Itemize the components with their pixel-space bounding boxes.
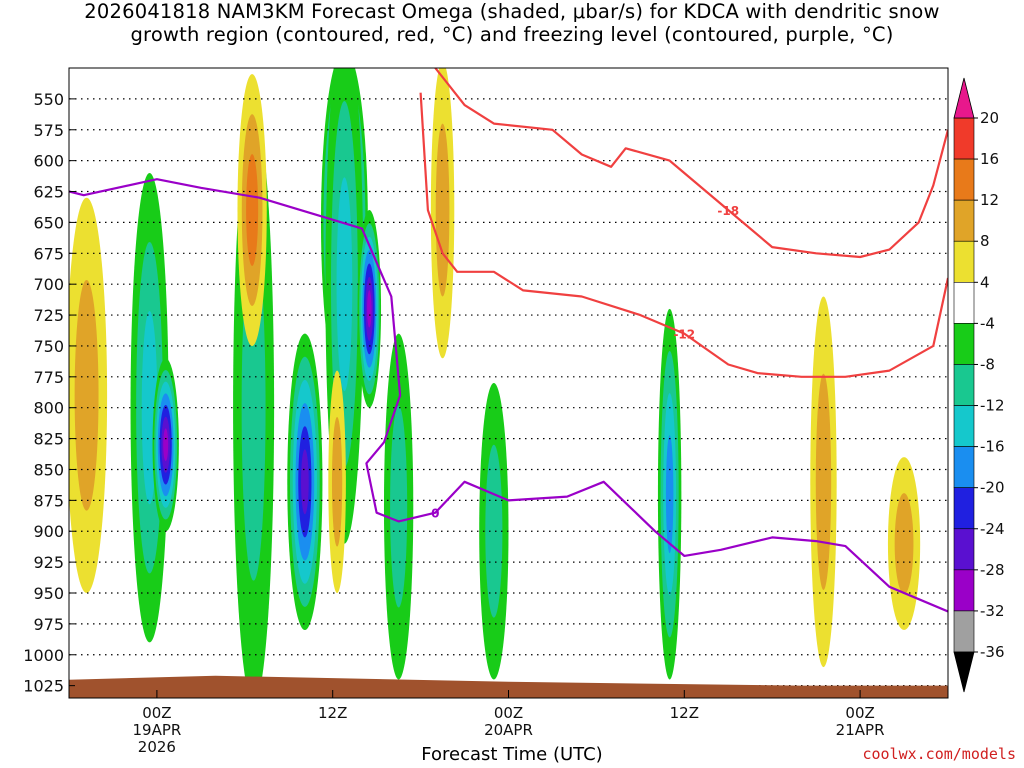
colorbar-label-5: -4 xyxy=(980,314,995,332)
colorbar-label-2: 12 xyxy=(980,191,999,209)
contour-label-dgz-minus12-lower: -12 xyxy=(673,328,695,342)
colorbar-bin-8 xyxy=(953,446,975,488)
y-tick-label-625: 625 xyxy=(33,183,64,202)
colorbar-label-8: -16 xyxy=(980,438,1005,456)
omega-shade-d7-5 xyxy=(301,449,309,515)
omega-shade-d3-6 xyxy=(163,428,169,462)
colorbar-bin-12 xyxy=(953,610,975,653)
colorbar-bin-5 xyxy=(953,323,975,365)
colorbar-bin-4 xyxy=(953,282,975,324)
colorbar-bin-6 xyxy=(953,364,975,406)
colorbar-bin-1 xyxy=(953,158,975,201)
x-axis-title: Forecast Time (UTC) xyxy=(421,744,603,765)
colorbar-bin-7 xyxy=(953,405,975,447)
colorbar-label-12: -32 xyxy=(980,602,1005,620)
omega-shade-d17-1 xyxy=(894,493,914,595)
colorbar-bin-0 xyxy=(953,117,975,160)
colorbar-bin-10 xyxy=(953,528,975,571)
y-tick-label-825: 825 xyxy=(33,430,64,449)
y-tick-label-800: 800 xyxy=(33,399,64,418)
omega-shade-d14-1 xyxy=(485,444,503,618)
x-tick-label-4-0: 00Z xyxy=(845,704,874,722)
y-tick-label-700: 700 xyxy=(33,275,64,294)
y-tick-label-925: 925 xyxy=(33,553,64,572)
colorbar-label-11: -28 xyxy=(980,561,1005,579)
y-tick-label-850: 850 xyxy=(33,460,64,479)
y-tick-label-900: 900 xyxy=(33,522,64,541)
y-tick-label-675: 675 xyxy=(33,244,64,263)
colorbar-label-9: -20 xyxy=(980,479,1005,497)
colorbar-label-6: -8 xyxy=(980,355,995,373)
colorbar-top-arrow xyxy=(953,77,975,119)
colorbar-legend: 20 16 12 8 4 -4 -8 -12 -16 -20 -24 -28 -32 -36 xyxy=(953,77,1005,693)
colorbar-bin-2 xyxy=(953,199,975,242)
colorbar-label-13: -36 xyxy=(980,643,1005,661)
colorbar-bin-11 xyxy=(953,569,975,612)
credit-text: coolwx.com/models xyxy=(862,745,1016,763)
omega-shade-d11-1 xyxy=(331,416,343,547)
omega-shade-d1-1 xyxy=(74,280,99,511)
colorbar-bottom-arrow xyxy=(953,651,975,693)
chart-title: 2026041818 NAM3KM Forecast Omega (shaded… xyxy=(0,0,1024,46)
colorbar-bin-3 xyxy=(953,240,975,283)
x-tick-label-0-1: 19APR xyxy=(132,721,181,739)
y-axis: 550 575 600 625 650 675 700 725 750 775 800 825 850 8… xyxy=(23,90,75,696)
y-tick-label-600: 600 xyxy=(33,152,64,171)
contour-dgz-minus12-lower xyxy=(419,92,948,378)
omega-shade-d10-6 xyxy=(367,290,372,328)
omega-shade-d12-1 xyxy=(390,405,408,608)
y-tick-label-575: 575 xyxy=(33,121,64,140)
y-tick-label-1025: 1025 xyxy=(23,677,64,696)
y-tick-label-750: 750 xyxy=(33,337,64,356)
x-tick-label-3-0: 12Z xyxy=(670,704,699,722)
x-tick-label-0-0: 00Z xyxy=(142,704,171,722)
contour-label-dgz-minus18-upper: -18 xyxy=(717,204,739,218)
colorbar-bin-9 xyxy=(953,487,975,530)
x-tick-label-2-0: 00Z xyxy=(494,704,523,722)
ground-terrain xyxy=(69,675,948,698)
chart-title-line-2: growth region (contoured, red, °C) and f… xyxy=(130,23,894,46)
y-tick-label-1000: 1000 xyxy=(23,646,64,665)
x-tick-label-4-1: 21APR xyxy=(836,721,885,739)
y-tick-label-975: 975 xyxy=(33,615,64,634)
omega-shade-d9-2 xyxy=(336,177,353,391)
y-tick-label-775: 775 xyxy=(33,368,64,387)
omega-shading xyxy=(69,68,921,698)
omega-shade-d6-2 xyxy=(246,154,259,267)
y-tick-label-875: 875 xyxy=(33,491,64,510)
colorbar-label-7: -12 xyxy=(980,397,1005,415)
omega-shade-d15-3 xyxy=(665,435,674,554)
y-tick-label-550: 550 xyxy=(33,90,64,109)
y-tick-label-650: 650 xyxy=(33,213,64,232)
colorbar-label-4: 4 xyxy=(980,273,990,291)
ground-fill xyxy=(69,675,948,698)
y-tick-label-725: 725 xyxy=(33,306,64,325)
colorbar-label-10: -24 xyxy=(980,520,1005,538)
omega-shade-d13-1 xyxy=(435,123,450,297)
colorbar-label-1: 16 xyxy=(980,150,999,168)
omega-shade-d16-1 xyxy=(815,373,832,590)
contour-dgz-minus18-upper xyxy=(434,68,948,259)
y-tick-label-950: 950 xyxy=(33,584,64,603)
contour-freezing-level xyxy=(69,178,948,613)
chart-title-line-1: 2026041818 NAM3KM Forecast Omega (shaded… xyxy=(84,0,940,23)
x-tick-label-2-1: 20APR xyxy=(484,721,533,739)
x-tick-label-1-0: 12Z xyxy=(318,704,347,722)
colorbar-label-3: 8 xyxy=(980,232,990,250)
temperature-contours: 0 -18 -12 xyxy=(69,68,948,613)
contour-label-freezing-level: 0 xyxy=(431,507,439,521)
colorbar-label-0: 20 xyxy=(980,109,999,127)
x-tick-label-0-2: 2026 xyxy=(138,738,176,756)
